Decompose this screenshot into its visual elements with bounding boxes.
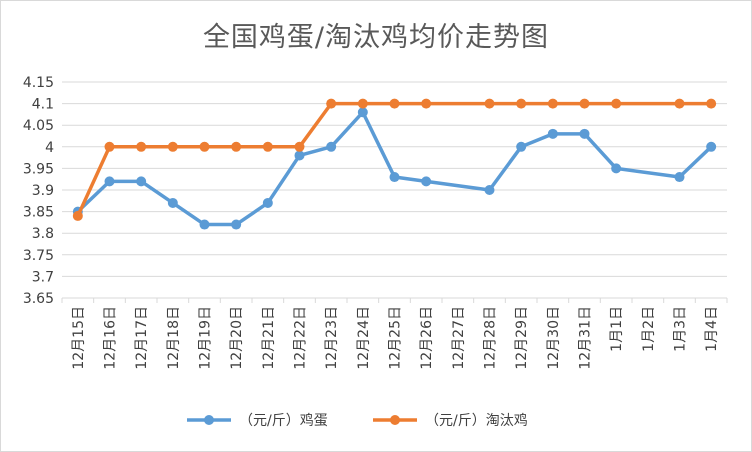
y-tick-label: 4.1 <box>32 97 54 113</box>
data-point-series-1 <box>167 197 178 208</box>
x-tick-label: 12月19日 <box>198 306 214 370</box>
x-tick-label: 12月16日 <box>103 306 119 370</box>
data-point-series-1 <box>262 197 273 208</box>
x-tick-label: 12月28日 <box>483 306 499 370</box>
data-point-series-1 <box>579 128 590 139</box>
y-tick-label: 4.15 <box>23 75 54 91</box>
legend-label-2: （元/斤）淘汰鸡 <box>425 412 528 429</box>
data-point-series-1 <box>136 176 147 187</box>
data-point-series-1 <box>516 141 527 152</box>
x-tick-label: 12月22日 <box>293 306 309 370</box>
data-point-series-2 <box>516 98 527 109</box>
data-point-series-1 <box>484 185 495 195</box>
x-tick-label: 12月29日 <box>514 306 530 370</box>
data-point-series-2 <box>136 141 147 152</box>
data-point-series-2 <box>72 210 83 221</box>
x-tick-label: 12月27日 <box>451 306 467 370</box>
data-point-series-2 <box>104 141 115 152</box>
data-point-series-2 <box>262 141 273 152</box>
data-point-series-1 <box>421 176 432 187</box>
x-tick-label: 12月31日 <box>578 306 594 370</box>
data-point-series-2 <box>231 141 242 152</box>
legend-marker-2 <box>390 415 400 425</box>
y-tick-label: 3.8 <box>32 226 54 242</box>
y-tick-label: 3.7 <box>32 269 54 285</box>
y-tick-label: 3.95 <box>23 161 54 177</box>
data-point-series-1 <box>357 107 368 118</box>
data-point-series-2 <box>611 98 622 109</box>
data-point-series-2 <box>326 98 337 109</box>
data-point-series-2 <box>674 98 685 109</box>
data-point-series-2 <box>706 98 717 109</box>
data-point-series-2 <box>579 98 590 109</box>
legend-marker-1 <box>204 415 214 425</box>
x-tick-label: 12月23日 <box>324 306 340 370</box>
data-point-series-1 <box>389 172 400 183</box>
data-point-series-1 <box>294 150 305 161</box>
x-tick-label: 12月24日 <box>356 306 372 370</box>
x-tick-label: 12月25日 <box>388 306 404 370</box>
data-point-series-2 <box>389 98 400 109</box>
y-tick-label: 4 <box>45 140 54 156</box>
y-tick-label: 3.75 <box>23 248 54 264</box>
y-tick-label: 3.65 <box>23 291 54 307</box>
x-tick-label: 12月21日 <box>261 306 277 370</box>
data-point-series-2 <box>421 98 432 109</box>
data-point-series-1 <box>674 172 685 183</box>
data-point-series-1 <box>199 219 210 230</box>
data-point-series-1 <box>547 128 558 139</box>
x-tick-label: 1月3日 <box>673 306 689 352</box>
data-point-series-1 <box>231 219 242 230</box>
x-tick-label: 12月17日 <box>134 306 150 370</box>
chart-title: 全国鸡蛋/淘汰鸡均价走势图 <box>202 22 550 53</box>
x-tick-label: 12月15日 <box>71 306 87 370</box>
data-point-series-2 <box>484 98 495 109</box>
x-tick-label: 1月4日 <box>704 306 720 352</box>
data-point-series-2 <box>167 141 178 152</box>
data-point-series-2 <box>294 141 305 152</box>
data-point-series-1 <box>104 176 115 187</box>
data-point-series-2 <box>199 141 210 152</box>
y-tick-label: 3.9 <box>32 183 54 199</box>
data-point-series-2 <box>547 98 558 109</box>
x-tick-label: 12月18日 <box>166 306 182 370</box>
x-tick-label: 12月26日 <box>419 306 435 370</box>
data-point-series-1 <box>706 141 717 152</box>
y-tick-label: 3.85 <box>23 205 54 221</box>
x-tick-label: 1月2日 <box>641 306 657 352</box>
legend-label-1: （元/斤）鸡蛋 <box>239 412 328 429</box>
y-tick-label: 4.05 <box>23 118 54 134</box>
data-point-series-2 <box>357 98 368 109</box>
data-point-series-1 <box>611 163 622 174</box>
data-point-series-1 <box>326 141 337 152</box>
x-tick-label: 12月30日 <box>546 306 562 370</box>
x-tick-label: 1月1日 <box>609 306 625 352</box>
x-tick-label: 12月20日 <box>229 306 245 370</box>
